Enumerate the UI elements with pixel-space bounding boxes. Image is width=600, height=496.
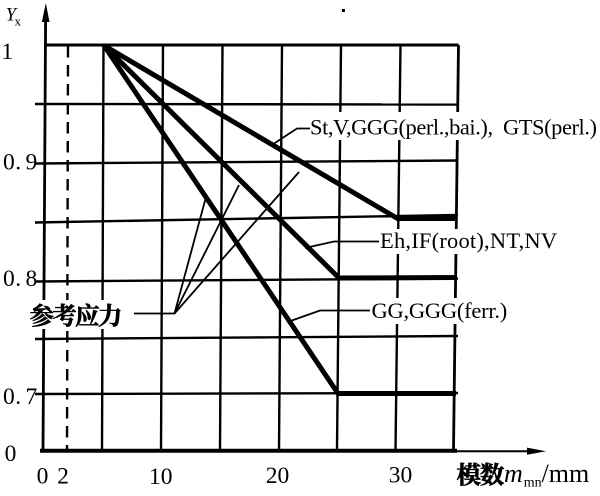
svg-text:30: 30 — [389, 463, 413, 489]
svg-text:0: 0 — [37, 463, 49, 489]
svg-text:x: x — [15, 13, 22, 28]
svg-text:0: 0 — [5, 441, 17, 467]
svg-text:20: 20 — [266, 463, 290, 489]
svg-text:10: 10 — [149, 464, 173, 490]
svg-text:GG,GGG(ferr.): GG,GGG(ferr.) — [372, 298, 507, 323]
svg-text:mn: mn — [524, 476, 542, 491]
svg-text:2: 2 — [57, 463, 69, 489]
svg-text:m: m — [504, 459, 523, 488]
svg-text:1: 1 — [1, 39, 13, 65]
svg-text:0.9: 0.9 — [3, 150, 37, 176]
svg-text:/mm: /mm — [542, 459, 590, 488]
svg-text:Y: Y — [6, 6, 18, 26]
svg-text:0.7: 0.7 — [3, 384, 38, 410]
svg-text:Eh,IF(root),NT,NV: Eh,IF(root),NT,NV — [380, 228, 557, 253]
svg-text:0.8: 0.8 — [3, 266, 37, 292]
svg-text:St,V,GGG(perl.,bai.), GTS(per: St,V,GGG(perl.,bai.), GTS(perl.) — [310, 115, 597, 140]
